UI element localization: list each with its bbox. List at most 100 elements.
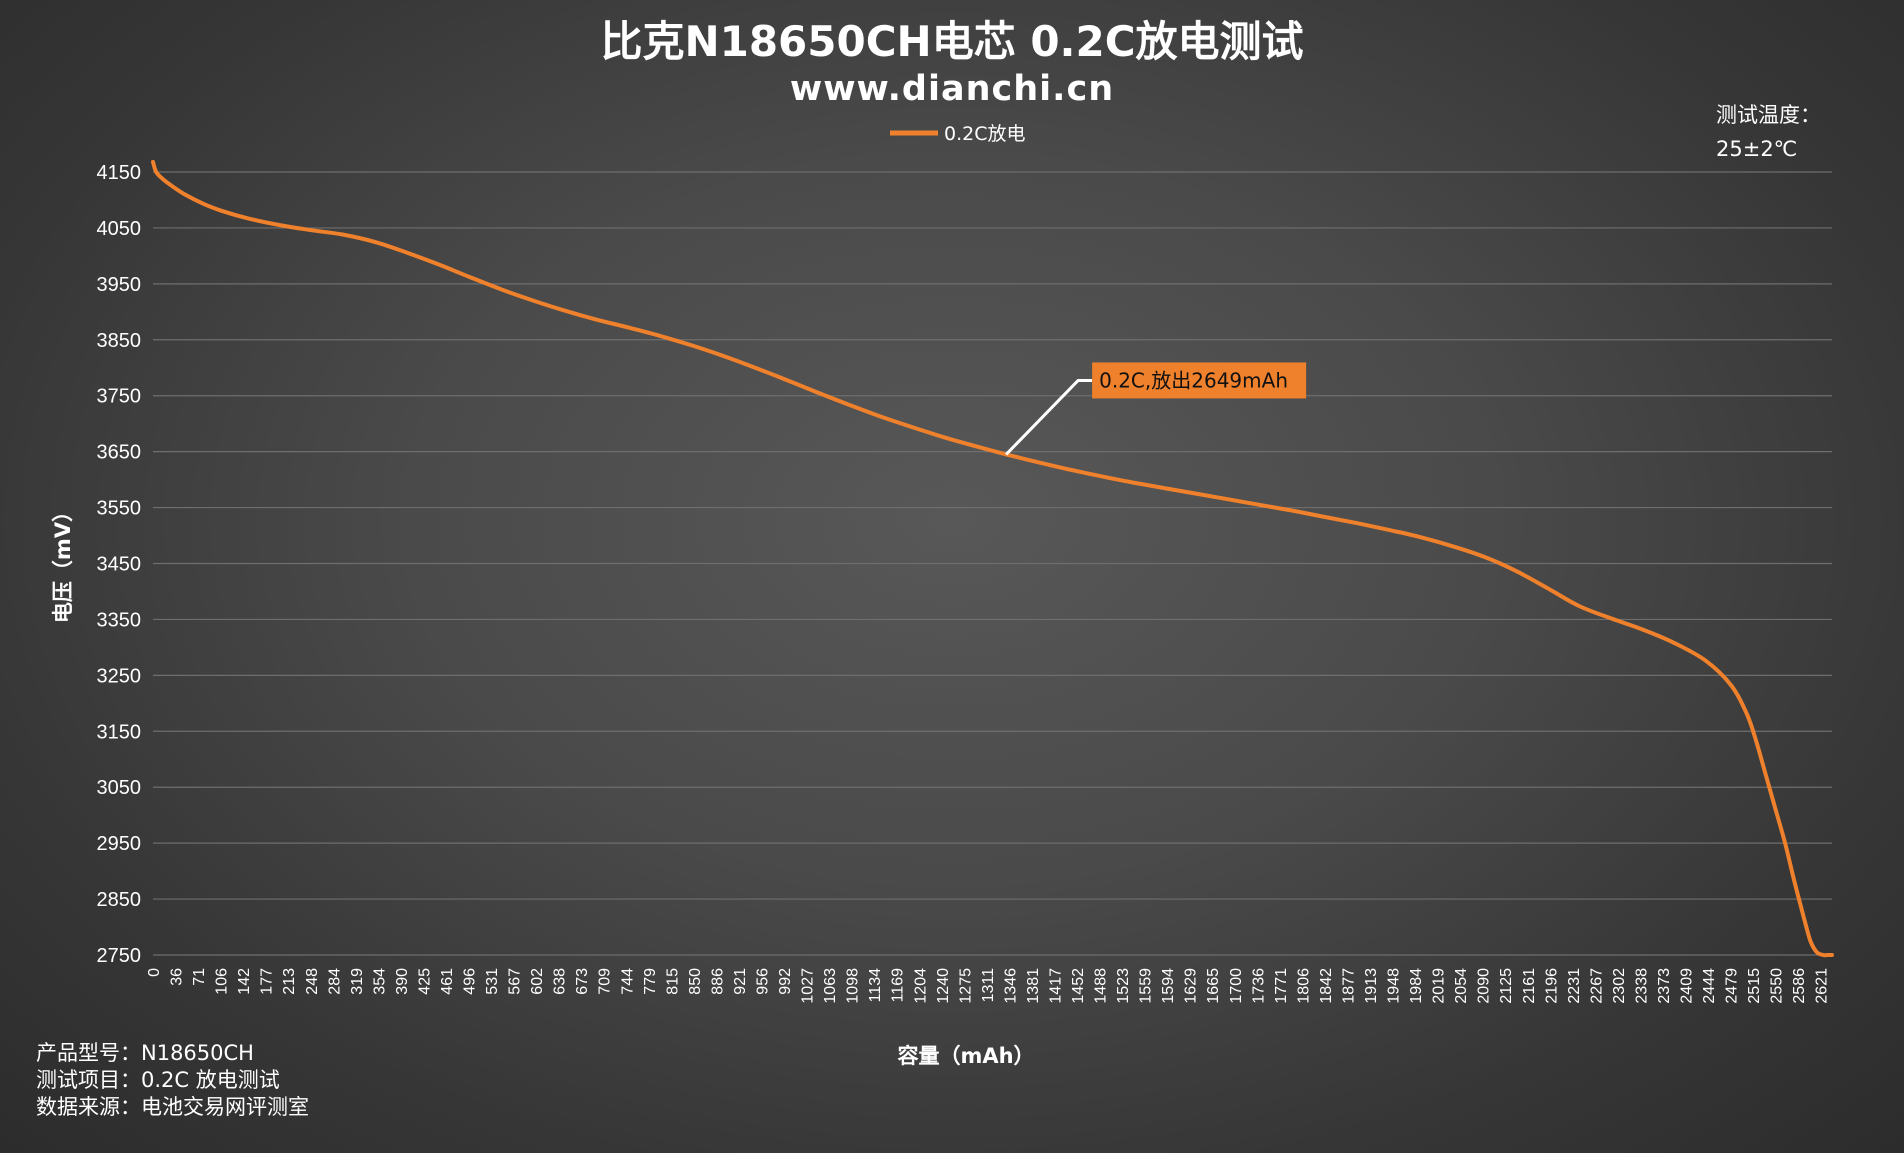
x-tick-label: 2479 (1724, 968, 1741, 1004)
x-tick-label: 1134 (867, 968, 884, 1003)
x-tick-label: 1913 (1363, 968, 1380, 1004)
y-tick-label: 2950 (97, 833, 142, 855)
x-tick-label: 673 (574, 968, 591, 995)
x-tick-label: 1027 (800, 968, 817, 1004)
x-tick-label: 248 (304, 968, 321, 995)
x-tick-label: 1523 (1115, 968, 1132, 1004)
x-tick-label: 2338 (1633, 968, 1650, 1004)
temperature-label: 测试温度： (1716, 103, 1821, 127)
x-tick-label: 1063 (822, 968, 839, 1004)
x-tick-label: 1877 (1340, 968, 1357, 1004)
series-layer (151, 159, 1834, 958)
x-tick-label: 921 (732, 968, 749, 995)
x-tick-label: 425 (416, 968, 433, 995)
x-tick-label: 2090 (1476, 968, 1493, 1004)
x-tick-label: 2444 (1701, 968, 1718, 1004)
temperature-note: 测试温度： 25±2℃ (1716, 103, 1821, 161)
y-tick-label: 3050 (97, 777, 142, 799)
x-tick-label: 284 (326, 968, 343, 995)
x-tick-label: 1665 (1205, 968, 1222, 1004)
x-axis-label: 容量（mAh） (897, 1044, 1034, 1068)
x-tick-label: 1098 (845, 968, 862, 1004)
chart-title: 比克N18650CH电芯 0.2C放电测试 (600, 17, 1303, 66)
x-tick-label: 496 (462, 968, 479, 995)
y-tick-label: 3850 (97, 330, 142, 352)
footer-source: 数据来源：电池交易网评测室 (36, 1095, 309, 1119)
x-tick-label: 2586 (1791, 968, 1808, 1004)
x-tick-label: 602 (529, 968, 546, 995)
x-tick-label: 744 (619, 968, 636, 995)
x-tick-label: 213 (281, 968, 298, 995)
y-tick-label: 3350 (97, 609, 142, 631)
x-tick-label: 531 (484, 968, 501, 995)
x-tick-label: 1736 (1250, 968, 1267, 1004)
y-tick-label: 3950 (97, 274, 142, 296)
x-tick-label: 886 (709, 968, 726, 995)
grid (153, 171, 1832, 956)
x-tick-label: 36 (169, 968, 186, 986)
x-tick-label: 2019 (1431, 968, 1448, 1004)
y-tick-label: 3650 (97, 442, 142, 464)
x-tick-label: 779 (642, 968, 659, 995)
x-tick-label: 956 (754, 968, 771, 995)
y-tick-label: 2850 (97, 889, 142, 911)
x-tick-label: 177 (259, 968, 276, 995)
x-tick-label: 319 (349, 968, 366, 995)
x-tick-label: 2161 (1521, 968, 1538, 1004)
x-tick-label: 1311 (980, 968, 997, 1003)
x-tick-label: 2515 (1746, 968, 1763, 1004)
y-tick-label: 3750 (97, 386, 142, 408)
x-tick-label: 461 (439, 968, 456, 995)
x-tick-label: 2267 (1588, 968, 1605, 1004)
y-tick-label: 3150 (97, 721, 142, 743)
callout-box (1092, 362, 1307, 399)
x-tick-label: 1275 (957, 968, 974, 1004)
x-tick-label: 0 (146, 968, 163, 977)
x-tick-label: 709 (597, 968, 614, 995)
x-tick-label: 106 (214, 968, 231, 995)
x-tick-label: 815 (664, 968, 681, 995)
x-tick-label: 1629 (1183, 968, 1200, 1004)
y-axis-label: 电压（mV） (51, 501, 75, 623)
x-tick-label: 1240 (935, 968, 952, 1004)
x-tick-label: 2409 (1679, 968, 1696, 1004)
legend-label: 0.2C放电 (944, 123, 1025, 145)
x-tick-label: 2125 (1498, 968, 1515, 1004)
x-tick-label: 1948 (1386, 968, 1403, 1004)
x-tick-label: 567 (507, 968, 524, 995)
x-tick-label: 2302 (1611, 968, 1628, 1004)
x-tick-label: 1559 (1138, 968, 1155, 1004)
x-tick-label: 1381 (1025, 968, 1042, 1004)
x-tick-label: 1346 (1002, 968, 1019, 1004)
footer: 产品型号：N18650CH 测试项目：0.2C 放电测试 数据来源：电池交易网评… (36, 1041, 309, 1119)
y-tick-label: 4150 (97, 162, 142, 184)
x-tick-label: 992 (777, 968, 794, 995)
y-tick-label: 3250 (97, 665, 142, 687)
y-tick-label: 3450 (97, 554, 142, 576)
chart-subtitle: www.dianchi.cn (790, 69, 1114, 109)
x-tick-label: 1700 (1228, 968, 1245, 1004)
y-tick-label: 2750 (97, 945, 142, 967)
x-tick-label: 1204 (912, 968, 929, 1004)
x-tick-label: 1771 (1273, 968, 1290, 1004)
x-tick-label: 1842 (1318, 968, 1335, 1004)
annotation-layer: 0.2C,放出2649mAh (1005, 362, 1307, 456)
x-tick-label: 2231 (1566, 968, 1583, 1004)
x-tick-label: 1169 (890, 968, 907, 1003)
legend: 0.2C放电 (890, 123, 1025, 145)
x-tick-label: 2054 (1453, 968, 1470, 1004)
x-tick-label: 390 (394, 968, 411, 995)
x-tick-label: 2550 (1769, 968, 1786, 1004)
x-tick-label: 2621 (1814, 968, 1831, 1004)
x-tick-label: 850 (687, 968, 704, 995)
x-tick-label: 71 (191, 968, 208, 986)
x-axis-ticks: 0 36 71 106 142 177 213 248 284 319 354 390 425 461 49… (146, 968, 1831, 1004)
callout-label: 0.2C,放出2649mAh (1099, 368, 1288, 392)
callout-leader (1005, 378, 1093, 456)
y-tick-label: 4050 (97, 218, 142, 240)
temperature-value: 25±2℃ (1716, 137, 1797, 161)
x-tick-label: 1806 (1295, 968, 1312, 1004)
y-tick-label: 3550 (97, 498, 142, 520)
y-axis-ticks: 4150 4050 3950 3850 3750 3650 3550 3450 3350 3250… (97, 162, 142, 967)
